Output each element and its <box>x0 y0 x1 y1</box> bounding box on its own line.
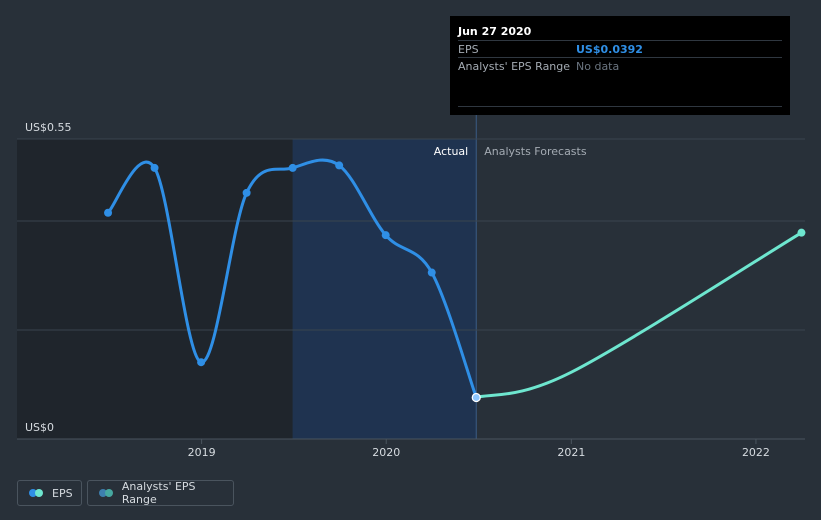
series-lines[interactable] <box>106 158 803 399</box>
forecast-line[interactable] <box>474 231 803 399</box>
tooltip-eps-label: EPS <box>458 43 479 56</box>
eps-point[interactable] <box>288 163 297 172</box>
eps-point[interactable] <box>381 231 390 240</box>
actual-region-label: Actual <box>434 145 468 158</box>
gridlines <box>17 138 805 440</box>
legend-item-eps-range[interactable]: Analysts' EPS Range <box>87 480 234 506</box>
eps-point[interactable] <box>427 268 436 277</box>
eps-point[interactable] <box>150 163 159 172</box>
tooltip-range-label: Analysts' EPS Range <box>458 60 571 73</box>
eps-point[interactable] <box>197 358 206 367</box>
eps-swatch-icon <box>29 489 45 497</box>
eps-point[interactable] <box>104 208 113 217</box>
forecast-region-label: Analysts Forecasts <box>484 145 587 158</box>
series-points[interactable] <box>104 161 806 403</box>
axis-labels: US$0.55 US$0 2019 2020 2021 2022 Actual Analyst… <box>25 121 770 459</box>
eps-point-current[interactable] <box>471 392 481 403</box>
actual-period-band <box>292 139 477 439</box>
legend-eps-range-label: Analysts' EPS Range <box>121 480 196 506</box>
background-bands <box>17 16 477 439</box>
tooltip-row-eps: EPS US$0.0392 <box>458 40 782 58</box>
x-tick-label: 2022 <box>742 446 770 459</box>
tooltip-row-range: Analysts' EPS Range No data <box>458 57 782 75</box>
eps-range-swatch-icon <box>99 489 115 497</box>
forecast-point[interactable] <box>797 228 806 237</box>
tooltip-date: Jun 27 2020 <box>458 25 532 38</box>
x-tick-label: 2021 <box>557 446 585 459</box>
tooltip-divider <box>458 106 782 107</box>
legend-item-eps[interactable]: EPS <box>17 480 82 506</box>
eps-line[interactable] <box>106 158 478 399</box>
legend-eps-label: EPS <box>52 486 73 500</box>
x-tick-label: 2020 <box>372 446 400 459</box>
y-tick-label: US$0.55 <box>25 121 72 134</box>
eps-point[interactable] <box>242 188 251 197</box>
eps-tooltip: Jun 27 2020 EPS US$0.0392 Analysts' EPS … <box>450 16 790 115</box>
tooltip-range-value: No data <box>576 60 620 73</box>
y-tick-label: US$0 <box>25 421 54 434</box>
tooltip-eps-value: US$0.0392 <box>576 43 643 56</box>
eps-point[interactable] <box>335 161 344 170</box>
x-tick-label: 2019 <box>188 446 216 459</box>
